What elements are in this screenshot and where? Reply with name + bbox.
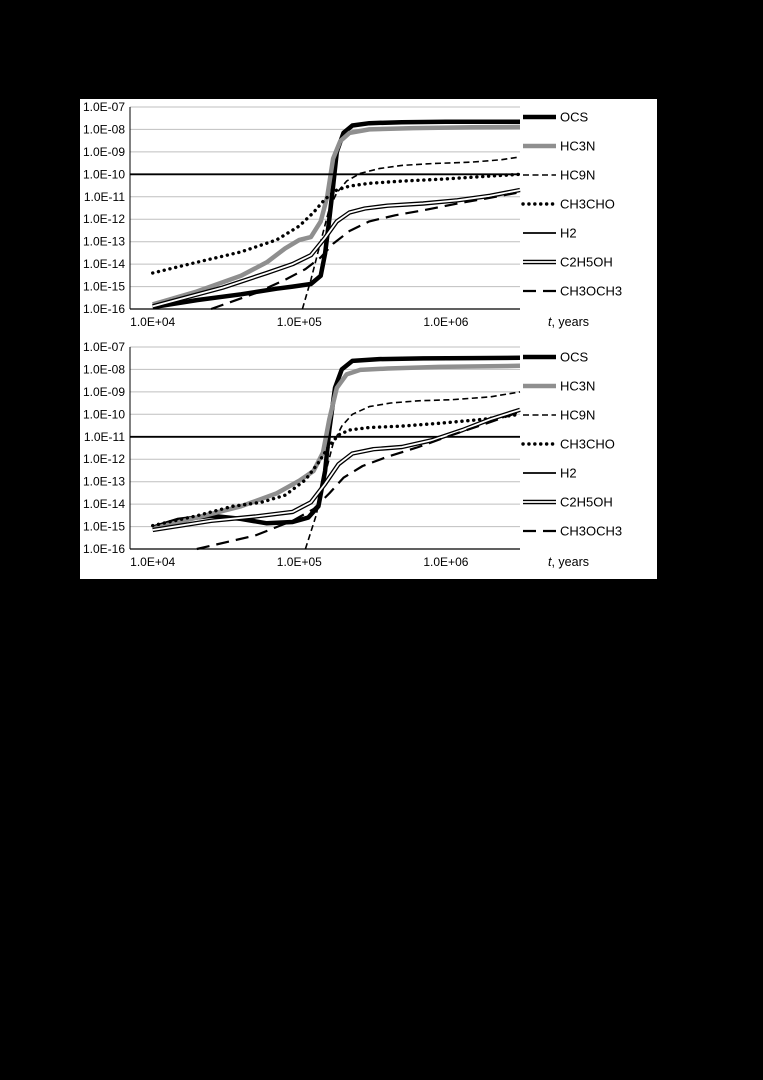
legend-label-OCS: OCS (560, 110, 589, 125)
legend-label-HC9N: HC9N (560, 168, 595, 183)
y-tick-label: 1.0E-16 (83, 542, 125, 556)
legend-label-CH3OCH3: CH3OCH3 (560, 524, 622, 539)
legend-label-HC3N: HC3N (560, 379, 595, 394)
y-tick-label: 1.0E-14 (83, 497, 125, 511)
top-chart-svg: 1.0E-07 1.0E-08 1.0E-09 1.0E-10 1.0E-11 1.0E-… (83, 100, 622, 329)
y-tick-label: 1.0E-15 (83, 280, 125, 294)
y-tick-label: 1.0E-13 (83, 235, 125, 249)
y-tick-label: 1.0E-08 (83, 122, 125, 136)
legend-label-CH3CHO: CH3CHO (560, 197, 615, 212)
figure: 1.0E-07 1.0E-08 1.0E-09 1.0E-10 1.0E-11 1.0E-… (80, 99, 657, 579)
x-tick-label: 1.0E+05 (277, 315, 322, 329)
x-axis-title: t, years (548, 315, 589, 329)
x-tick-label: 1.0E+05 (277, 555, 322, 569)
series-C2H5OH (152, 189, 521, 308)
series-C2H5OH (152, 408, 521, 531)
y-tick-label: 1.0E-11 (84, 190, 125, 204)
y-tick-label: 1.0E-12 (83, 452, 125, 466)
y-tick-label: 1.0E-09 (83, 145, 125, 159)
bottom-chart-svg: 1.0E-07 1.0E-08 1.0E-09 1.0E-10 1.0E-11 1.0E-… (83, 340, 622, 569)
x-axis-title-rest: , years (551, 315, 589, 329)
legend-label-HC3N: HC3N (560, 139, 595, 154)
y-tick-label: 1.0E-07 (83, 340, 125, 354)
series-CH3CHO (151, 172, 522, 275)
y-tick-label: 1.0E-12 (83, 212, 125, 226)
x-axis-title-italic: t (548, 315, 552, 329)
series-OCS (152, 119, 520, 310)
series-HC9N (304, 391, 521, 550)
y-tick-label: 1.0E-10 (83, 407, 125, 421)
x-tick-label: 1.0E+06 (423, 555, 468, 569)
series-CH3OCH3 (210, 191, 521, 311)
legend-label-CH3CHO: CH3CHO (560, 437, 615, 452)
legend-label-C2H5OH: C2H5OH (560, 255, 613, 270)
y-tick-label: 1.0E-14 (83, 257, 125, 271)
legend-label-H2: H2 (560, 226, 577, 241)
x-tick-label: 1.0E+04 (130, 555, 175, 569)
x-tick-label: 1.0E+04 (130, 315, 175, 329)
legend-label-HC9N: HC9N (560, 408, 595, 423)
x-axis-title-rest: , years (551, 555, 589, 569)
y-tick-label: 1.0E-08 (83, 362, 125, 376)
x-axis-title: t, years (548, 555, 589, 569)
x-axis-title-italic: t (548, 555, 552, 569)
series-HC3N (152, 124, 521, 307)
series-OCS (152, 355, 521, 530)
series-CH3OCH3 (196, 410, 521, 551)
legend-label-H2: H2 (560, 466, 577, 481)
y-tick-label: 1.0E-16 (83, 302, 125, 316)
y-tick-label: 1.0E-09 (83, 385, 125, 399)
legend-label-CH3OCH3: CH3OCH3 (560, 284, 622, 299)
series-C2H5OH (152, 407, 521, 533)
y-tick-label: 1.0E-13 (83, 475, 125, 489)
legend-label-OCS: OCS (560, 350, 589, 365)
x-tick-label: 1.0E+06 (423, 315, 468, 329)
series-HC3N (152, 363, 521, 531)
series-CH3CHO (151, 412, 522, 528)
y-tick-label: 1.0E-07 (83, 100, 125, 114)
y-tick-label: 1.0E-11 (84, 430, 125, 444)
y-tick-label: 1.0E-10 (83, 167, 125, 181)
y-tick-label: 1.0E-15 (83, 520, 125, 534)
legend-label-C2H5OH: C2H5OH (560, 495, 613, 510)
